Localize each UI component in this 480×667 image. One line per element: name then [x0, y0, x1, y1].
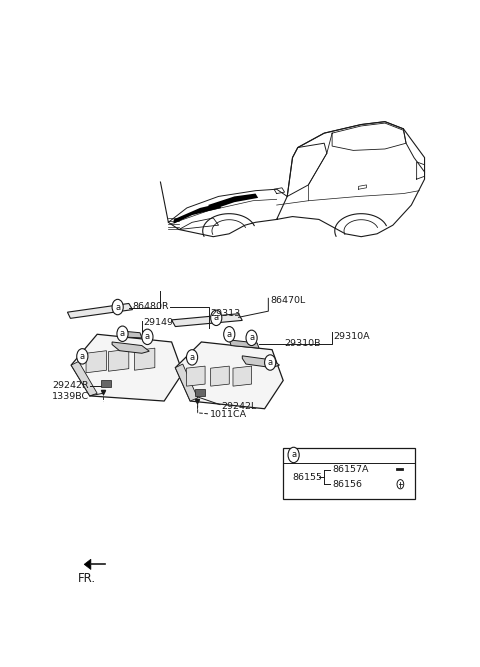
- Text: a: a: [291, 450, 296, 460]
- Circle shape: [117, 326, 128, 342]
- Polygon shape: [86, 351, 107, 373]
- Circle shape: [211, 310, 222, 325]
- Polygon shape: [211, 366, 229, 386]
- Text: 86155: 86155: [292, 472, 323, 482]
- Polygon shape: [108, 349, 129, 372]
- Polygon shape: [112, 342, 149, 354]
- Text: 29310B: 29310B: [284, 339, 321, 348]
- Polygon shape: [208, 193, 258, 209]
- Circle shape: [112, 299, 123, 315]
- Polygon shape: [229, 340, 259, 348]
- Polygon shape: [172, 313, 242, 327]
- Text: 29242L: 29242L: [221, 402, 256, 411]
- Text: a: a: [145, 332, 150, 342]
- Circle shape: [246, 330, 257, 346]
- Polygon shape: [67, 303, 132, 318]
- Text: a: a: [227, 329, 232, 339]
- Text: a: a: [268, 358, 273, 367]
- Polygon shape: [71, 334, 183, 401]
- FancyBboxPatch shape: [283, 448, 415, 499]
- Polygon shape: [84, 559, 91, 570]
- Polygon shape: [175, 364, 198, 401]
- Text: 29313: 29313: [211, 309, 241, 318]
- Text: a: a: [120, 329, 125, 338]
- Text: 86480R: 86480R: [132, 301, 169, 311]
- Text: 86157A: 86157A: [332, 465, 369, 474]
- Circle shape: [224, 327, 235, 342]
- Polygon shape: [134, 348, 155, 370]
- Polygon shape: [174, 203, 221, 223]
- Text: FR.: FR.: [77, 572, 96, 585]
- Polygon shape: [242, 356, 279, 368]
- Polygon shape: [186, 366, 205, 386]
- Text: 1339BC: 1339BC: [52, 392, 89, 402]
- Polygon shape: [195, 390, 204, 396]
- Circle shape: [264, 355, 276, 370]
- Circle shape: [186, 350, 198, 365]
- Text: a: a: [214, 313, 219, 322]
- Circle shape: [142, 329, 153, 345]
- Polygon shape: [101, 380, 111, 387]
- Text: a: a: [115, 303, 120, 311]
- Text: a: a: [80, 352, 85, 361]
- Text: a: a: [249, 334, 254, 342]
- Text: 29310A: 29310A: [334, 332, 370, 342]
- Circle shape: [77, 349, 88, 364]
- Polygon shape: [233, 366, 252, 386]
- Text: 29149: 29149: [144, 318, 174, 327]
- Text: a: a: [190, 353, 194, 362]
- Polygon shape: [175, 342, 283, 409]
- Polygon shape: [118, 331, 142, 338]
- Text: 86470L: 86470L: [270, 296, 305, 305]
- Text: 29242R: 29242R: [52, 381, 89, 390]
- Text: 1011CA: 1011CA: [210, 410, 247, 420]
- Polygon shape: [71, 362, 97, 396]
- Circle shape: [288, 448, 299, 463]
- Text: 86156: 86156: [332, 480, 362, 489]
